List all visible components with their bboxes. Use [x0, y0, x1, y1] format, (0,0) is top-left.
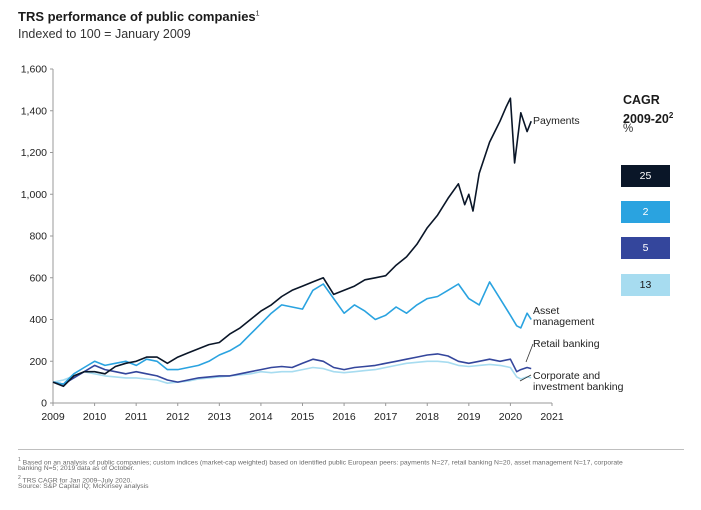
- title-footnote-marker: 1: [255, 10, 260, 18]
- cagr-badge-asset-management: 2: [621, 201, 670, 223]
- cagr-badge-corporate-investment-banking: 13: [621, 274, 670, 296]
- series-label-leader: [519, 374, 532, 382]
- series-line-asset-management: [52, 281, 532, 386]
- x-tick-label: 2010: [83, 411, 107, 423]
- x-tick-label: 2009: [41, 411, 65, 423]
- y-tick-label: 200: [29, 356, 47, 368]
- y-tick-label: 1,400: [21, 105, 47, 117]
- series-line-corporate-and-investment-banking: [52, 360, 532, 385]
- y-tick-label: 1,200: [21, 147, 47, 159]
- cagr-unit: %: [623, 123, 634, 135]
- cagr-heading: CAGR 2009-202: [623, 93, 673, 127]
- x-tick-label: 2019: [457, 411, 481, 423]
- series-label: Asset: [533, 305, 559, 317]
- chart-title: TRS performance of public companies1: [18, 9, 260, 24]
- footnote-2: 2 TRS CAGR for Jan 2009–July 2020.: [18, 475, 133, 485]
- x-tick-label: 2018: [416, 411, 440, 423]
- series-label-leader: [525, 343, 534, 363]
- y-tick-label: 0: [41, 398, 47, 410]
- series-label: investment banking: [533, 381, 624, 393]
- series-label: Retail banking: [533, 338, 600, 350]
- x-tick-label: 2011: [125, 411, 148, 423]
- series-label: Payments: [533, 115, 580, 127]
- cagr-badge-payments: 25: [621, 165, 670, 187]
- x-tick-label: 2015: [291, 411, 315, 423]
- x-tick-label: 2013: [208, 411, 232, 423]
- footnote-divider: [18, 449, 684, 450]
- x-tick-label: 2016: [332, 411, 356, 423]
- cagr-heading-line1: CAGR: [623, 93, 660, 107]
- source-note: Source: S&P Capital IQ; McKinsey analysi…: [18, 483, 149, 490]
- series-label: Corporate and: [533, 370, 600, 382]
- y-tick-label: 600: [29, 272, 47, 284]
- y-tick-label: 1,000: [21, 189, 47, 201]
- y-tick-label: 400: [29, 314, 47, 326]
- x-tick-label: 2020: [499, 411, 523, 423]
- cagr-badge-retail-banking: 5: [621, 237, 670, 259]
- y-tick-label: 800: [29, 231, 47, 243]
- cagr-footnote-marker: 2: [668, 111, 674, 120]
- footnote-1: 1 Based on an analysis of public compani…: [18, 457, 623, 467]
- x-tick-label: 2017: [374, 411, 398, 423]
- series-line-retail-banking: [52, 353, 532, 386]
- x-tick-label: 2021: [540, 411, 564, 423]
- y-tick-label: 1,600: [21, 64, 47, 76]
- chart-subtitle: Indexed to 100 = January 2009: [18, 27, 191, 41]
- cagr-heading-line2: 2009-202: [623, 111, 674, 127]
- series-line-payments: [52, 97, 532, 388]
- series-label: management: [533, 316, 594, 328]
- x-tick-label: 2012: [166, 411, 190, 423]
- footnote-1-continued: banking N=5; 2019 data as of October.: [18, 465, 135, 472]
- line-chart: 0 200 400 600 800 1,000 1,200 1,400 1,600 2009 201…: [21, 64, 624, 424]
- x-tick-label: 2014: [249, 411, 273, 423]
